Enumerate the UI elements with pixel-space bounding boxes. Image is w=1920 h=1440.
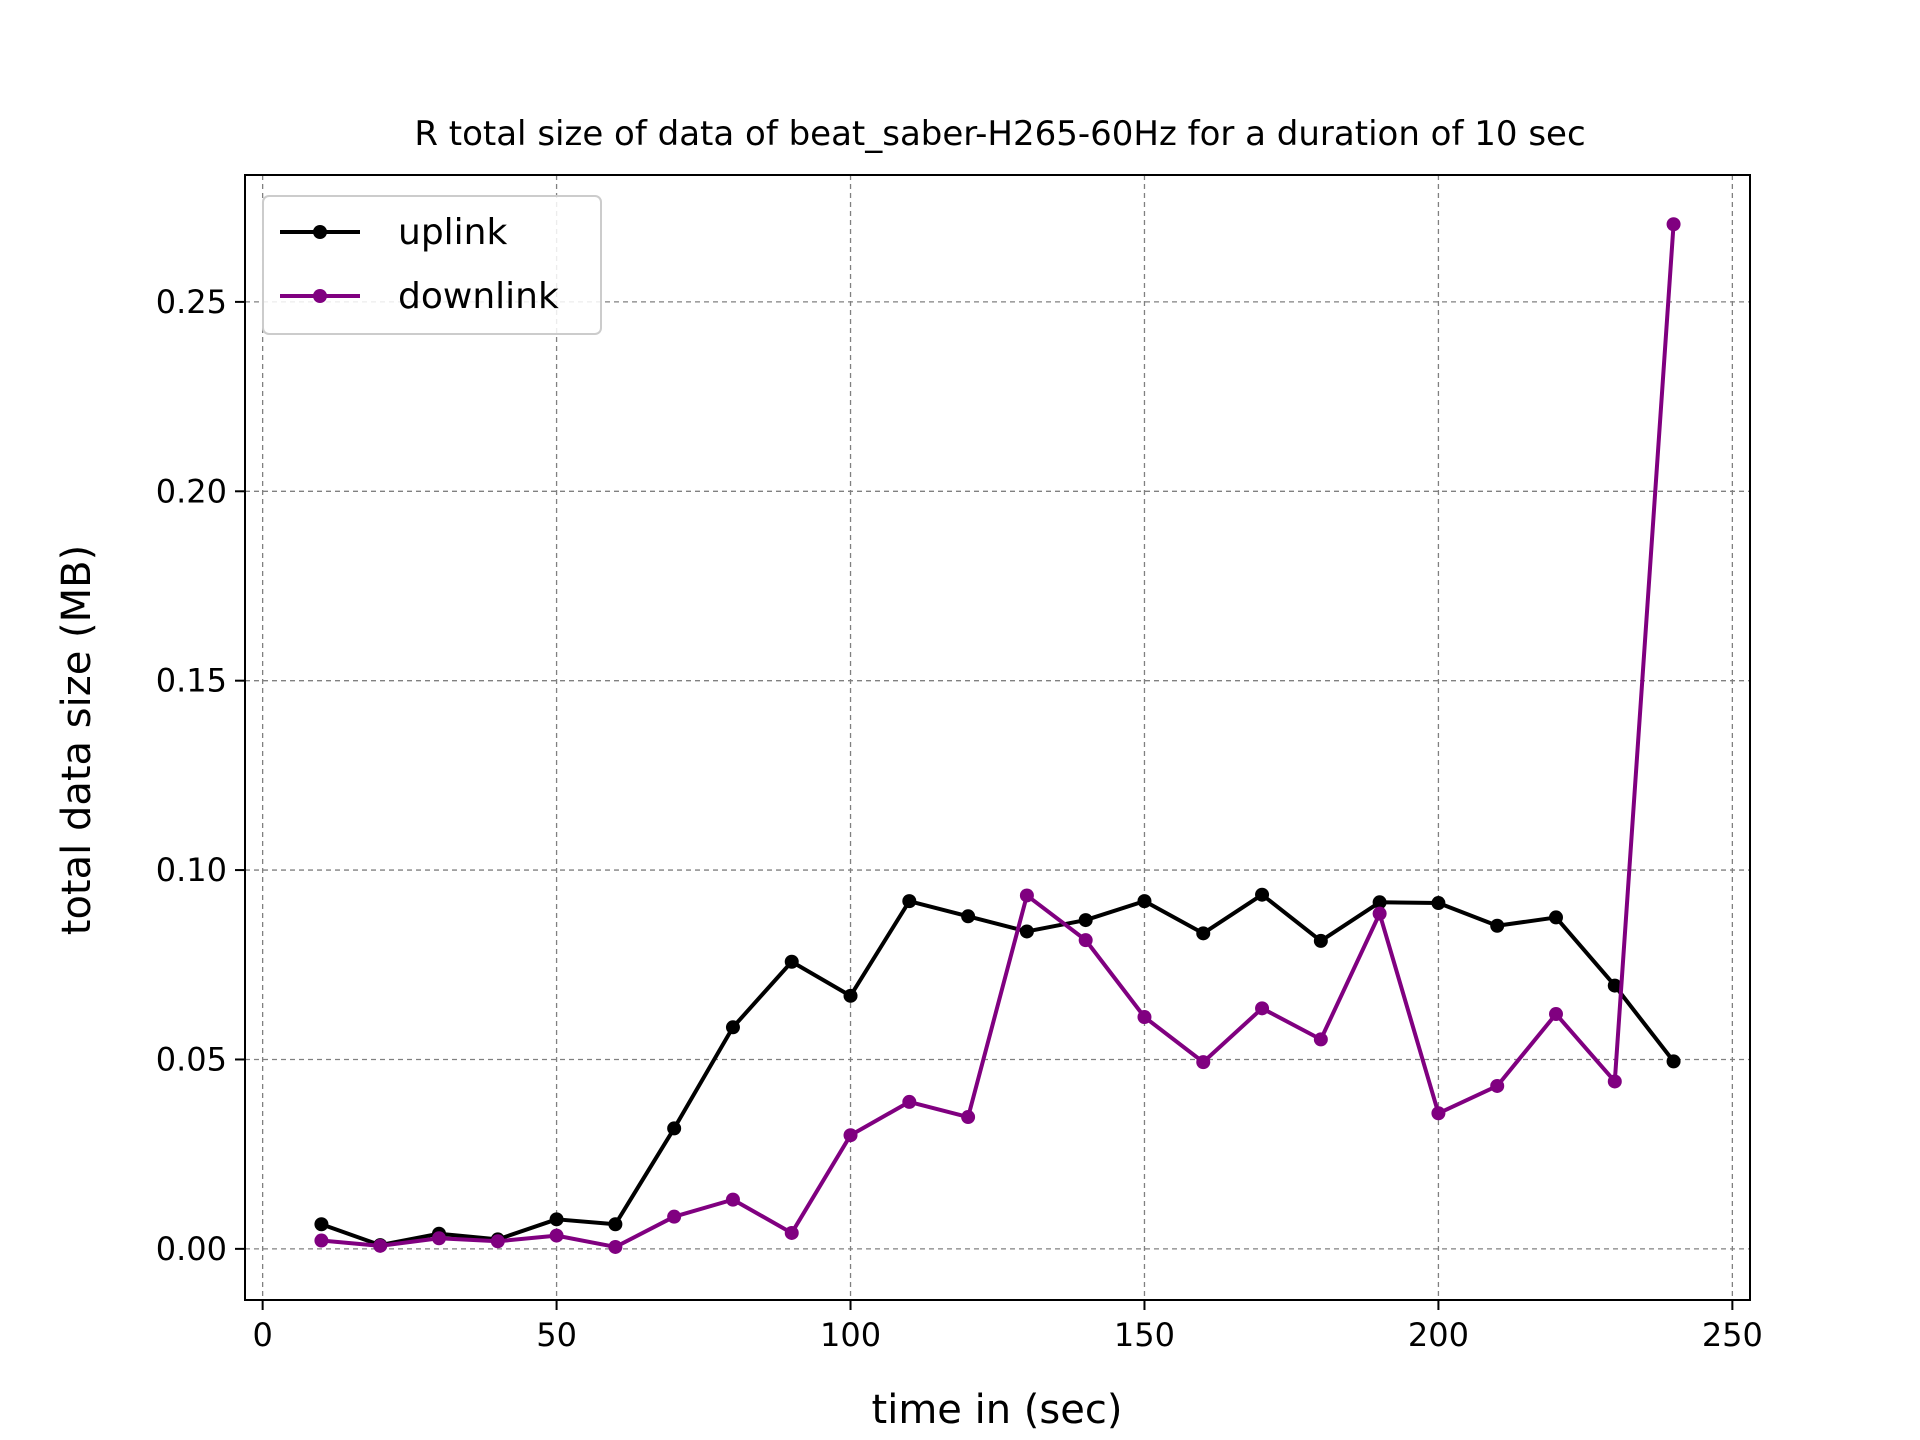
series-line-uplink: [320, 892, 1676, 1248]
data-point-uplink: [667, 1121, 682, 1136]
y-axis-label: total data size (MB): [54, 545, 100, 935]
x-tick-label: 50: [536, 1316, 577, 1354]
data-point-uplink: [608, 1217, 623, 1232]
legend-label-downlink: downlink: [398, 276, 559, 317]
data-point-downlink: [608, 1239, 623, 1254]
legend-item-downlink: downlink: [280, 276, 559, 317]
x-axis-label: time in (sec): [872, 1387, 1123, 1433]
data-point-downlink: [1666, 217, 1681, 232]
data-point-downlink: [432, 1231, 447, 1246]
grid-lines: [245, 175, 1750, 1300]
data-point-uplink: [1548, 910, 1563, 925]
data-point-downlink: [1019, 888, 1034, 903]
data-point-uplink: [784, 954, 799, 969]
legend-marker-downlink: [313, 289, 327, 303]
data-point-uplink: [1019, 924, 1034, 939]
legend-marker-uplink: [313, 225, 327, 239]
data-point-uplink: [961, 909, 976, 924]
y-tick-label: 0.05: [156, 1040, 227, 1078]
series-layer: [314, 217, 1681, 1254]
data-point-downlink: [1372, 906, 1387, 921]
data-point-uplink: [549, 1212, 564, 1227]
data-point-downlink: [549, 1228, 564, 1243]
data-point-downlink: [667, 1209, 682, 1224]
legend-item-uplink: uplink: [280, 212, 507, 253]
data-point-uplink: [1607, 978, 1622, 993]
data-point-downlink: [1548, 1007, 1563, 1022]
x-tick-label: 150: [1114, 1316, 1175, 1354]
data-point-downlink: [1255, 1001, 1270, 1016]
x-tick-label: 200: [1408, 1316, 1469, 1354]
y-tick-label: 0.10: [156, 851, 227, 889]
data-point-uplink: [314, 1217, 329, 1232]
data-point-downlink: [1607, 1074, 1622, 1089]
data-point-downlink: [961, 1110, 976, 1125]
series-line-downlink: [321, 224, 1676, 1249]
data-point-uplink: [1490, 918, 1505, 933]
data-point-uplink: [1431, 896, 1446, 911]
data-point-downlink: [314, 1233, 329, 1248]
y-tick-label: 0.20: [156, 472, 227, 510]
data-point-downlink: [373, 1238, 388, 1253]
data-point-downlink: [1313, 1032, 1328, 1047]
y-tick-label: 0.25: [156, 283, 227, 321]
data-point-uplink: [725, 1020, 740, 1035]
data-point-uplink: [1372, 895, 1387, 910]
data-point-downlink: [1431, 1106, 1446, 1121]
x-tick-label: 100: [820, 1316, 881, 1354]
series-uplink: [314, 887, 1681, 1253]
data-point-uplink: [843, 988, 858, 1003]
data-point-uplink: [1255, 887, 1270, 902]
data-point-downlink: [490, 1234, 505, 1249]
y-tick-label: 0.00: [156, 1230, 227, 1268]
x-tick-label: 250: [1702, 1316, 1763, 1354]
data-point-uplink: [902, 894, 917, 909]
y-tick-label: 0.15: [156, 662, 227, 700]
data-point-downlink: [902, 1094, 917, 1109]
data-point-downlink: [1490, 1078, 1505, 1093]
data-point-downlink: [784, 1225, 799, 1240]
chart-title: R total size of data of beat_saber-H265-…: [414, 114, 1585, 154]
data-point-downlink: [725, 1192, 740, 1207]
data-point-uplink: [1078, 913, 1093, 928]
data-point-uplink: [1196, 926, 1211, 941]
x-tick-label: 0: [252, 1316, 272, 1354]
legend-label-uplink: uplink: [398, 212, 507, 253]
data-point-uplink: [1313, 933, 1328, 948]
data-point-uplink: [1666, 1054, 1681, 1069]
data-point-downlink: [1196, 1055, 1211, 1070]
data-point-uplink: [1137, 894, 1152, 909]
series-downlink: [314, 217, 1681, 1254]
data-point-downlink: [1078, 933, 1093, 948]
axis-ticks: 0 50 100 150 200 250 0.00 0.05 0.10 0.15 0.20 0.25: [156, 283, 1763, 1354]
data-point-downlink: [1137, 1010, 1152, 1025]
legend: uplink downlink: [262, 195, 602, 335]
data-point-downlink: [843, 1128, 858, 1143]
plot-frame: [244, 174, 1751, 1301]
